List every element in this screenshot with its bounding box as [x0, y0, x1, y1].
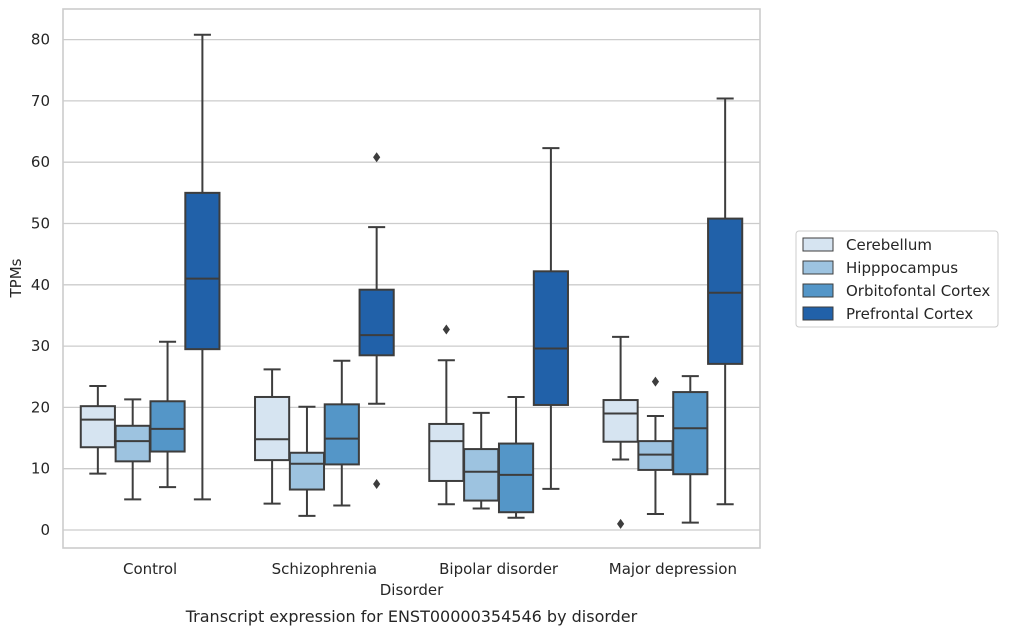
y-axis-label: TPMs	[7, 258, 25, 298]
box-hipppocampus	[288, 405, 326, 517]
box-hipppocampus	[637, 376, 674, 516]
outlier-point	[442, 324, 450, 335]
box-iqr	[463, 448, 500, 502]
x-tick-label: Bipolar disorder	[439, 560, 559, 578]
box-orbitofontal-cortex	[672, 375, 709, 524]
legend-frame	[795, 230, 999, 328]
box-iqr	[323, 403, 360, 466]
y-tick-label: 40	[31, 276, 50, 294]
box-orbitofontal-cortex	[497, 395, 535, 519]
y-tick-label: 30	[31, 337, 50, 355]
y-tick-label: 0	[40, 521, 50, 539]
box-iqr	[497, 442, 535, 514]
y-axis-ticks: 0 10 20 30 40 50 60 70 80	[31, 31, 50, 539]
box-orbitofontal-cortex	[149, 340, 186, 489]
x-tick-label: Control	[123, 560, 177, 578]
legend-label: Hipppocampus	[846, 259, 958, 277]
box-iqr	[114, 424, 151, 463]
legend-label: Prefrontal Cortex	[846, 305, 973, 323]
y-tick-label: 80	[31, 31, 50, 49]
y-tick-label: 60	[31, 153, 50, 171]
x-axis-label: Disorder	[380, 581, 444, 599]
box-cerebellum	[602, 335, 639, 529]
x-tick-label: Schizophrenia	[272, 560, 377, 578]
legend-label: Orbitofontal Cortex	[846, 282, 990, 300]
legend: Cerebellum Hipppocampus Orbitofontal Corte…	[795, 230, 999, 328]
box-cerebellum	[79, 384, 116, 475]
box-prefrontal-cortex	[707, 97, 744, 506]
box-hipppocampus	[114, 398, 151, 501]
legend-swatch	[802, 283, 834, 298]
box-orbitofontal-cortex	[323, 359, 360, 507]
box-iqr	[602, 399, 639, 443]
box-iqr	[254, 395, 291, 462]
y-tick-label: 10	[31, 460, 50, 478]
box-hipppocampus	[463, 411, 500, 510]
box-prefrontal-cortex	[184, 33, 221, 501]
box-prefrontal-cortex	[532, 147, 569, 490]
box-iqr	[707, 217, 744, 365]
outlier-point	[373, 479, 381, 490]
legend-label: Cerebellum	[846, 236, 932, 254]
box-iqr	[288, 451, 326, 491]
y-tick-label: 20	[31, 398, 50, 416]
outlier-point	[651, 376, 660, 387]
box-iqr	[428, 422, 465, 482]
x-tick-label: Major depression	[609, 560, 737, 578]
y-tick-label: 70	[31, 92, 50, 110]
legend-swatch	[802, 260, 834, 275]
legend-swatch	[802, 306, 834, 321]
plot-frame	[62, 8, 761, 549]
outlier-point	[373, 152, 381, 163]
figure-caption: Transcript expression for ENST0000035454…	[185, 607, 638, 626]
x-axis-ticks: Control Schizophrenia Bipolar disorder Majo…	[123, 560, 737, 578]
outlier-point	[617, 518, 625, 529]
box-iqr	[532, 270, 569, 406]
box-iqr	[184, 191, 221, 351]
box-plot-area	[79, 33, 744, 529]
box-cerebellum	[254, 368, 291, 505]
y-tick-label: 50	[31, 215, 50, 233]
box-iqr	[149, 400, 186, 453]
box-iqr	[358, 288, 395, 357]
legend-swatch	[802, 237, 834, 252]
box-iqr	[79, 405, 116, 449]
box-cerebellum	[428, 324, 465, 506]
box-iqr	[672, 391, 709, 476]
box-prefrontal-cortex	[358, 152, 395, 490]
